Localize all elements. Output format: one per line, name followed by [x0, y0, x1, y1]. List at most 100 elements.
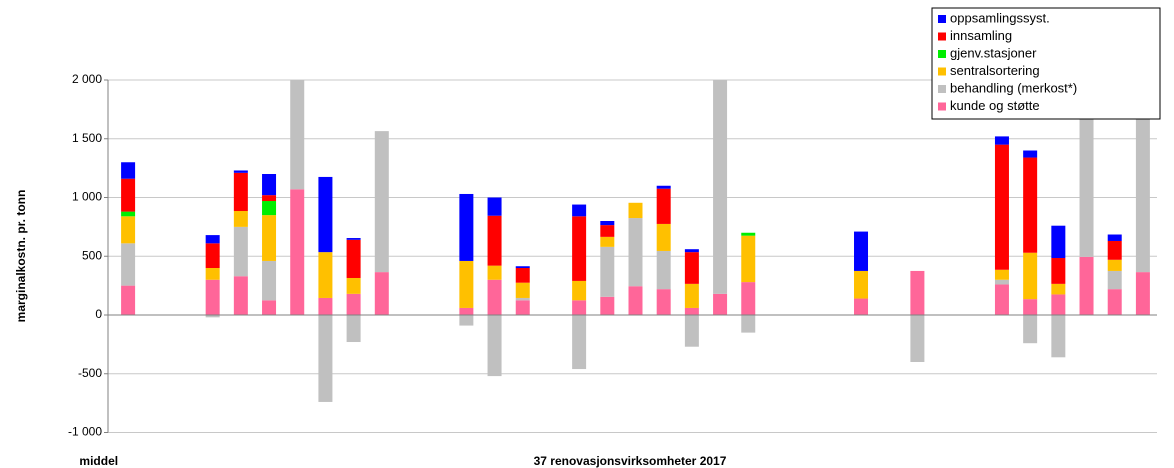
- bar-segment: [262, 260, 277, 301]
- y-tick-label: 1 500: [72, 131, 102, 145]
- bar-segment: [656, 185, 671, 189]
- bar-segment: [741, 282, 756, 315]
- bar-segment: [233, 170, 248, 173]
- legend-label: sentralsortering: [950, 63, 1040, 78]
- legend-swatch: [938, 102, 946, 111]
- bar-segment: [318, 297, 333, 315]
- bar-segment: [600, 221, 615, 226]
- bar-segment: [1107, 289, 1122, 315]
- bar-segment: [1051, 294, 1066, 315]
- bar-segment: [628, 202, 643, 219]
- bar-segment: [346, 239, 361, 278]
- bar-segment: [600, 225, 615, 237]
- bar-segment: [1051, 283, 1066, 295]
- bar-segment: [1135, 272, 1150, 315]
- bar-segment: [1023, 252, 1038, 300]
- bar-segment: [572, 280, 587, 301]
- bar-segment: [487, 265, 502, 280]
- bar-segment: [262, 174, 277, 196]
- bar-segment: [854, 270, 869, 299]
- bar-segment: [515, 266, 530, 268]
- bar-segment: [684, 283, 699, 308]
- bar-segment: [121, 243, 136, 286]
- bar-segment: [1023, 157, 1038, 253]
- bar-segment: [374, 272, 389, 315]
- bar-segment: [233, 172, 248, 212]
- y-tick-label: 2 000: [72, 72, 102, 86]
- bar-segment: [121, 211, 136, 217]
- bar-segment: [205, 279, 220, 315]
- bar-segment: [487, 215, 502, 266]
- bar-segment: [262, 201, 277, 216]
- bar-segment: [656, 188, 671, 224]
- bar-segment: [318, 176, 333, 253]
- bar-segment: [600, 246, 615, 297]
- bar-segment: [459, 307, 474, 315]
- bar-segment: [318, 252, 333, 298]
- bar-segment: [262, 215, 277, 261]
- bar-segment: [205, 243, 220, 268]
- bar-segment: [346, 238, 361, 240]
- bar-segment: [854, 298, 869, 315]
- legend-swatch: [938, 67, 946, 76]
- legend-label: oppsamlingssyst.: [950, 10, 1050, 25]
- bar-segment: [515, 300, 530, 315]
- bar-segment: [684, 252, 699, 284]
- bar-segment: [572, 300, 587, 315]
- legend-swatch: [938, 32, 946, 41]
- legend-swatch: [938, 50, 946, 58]
- bar-segment: [684, 307, 699, 315]
- legend-label: innsamling: [950, 28, 1012, 43]
- x-tick-label: middel: [79, 454, 118, 468]
- bar-segment: [1135, 107, 1150, 273]
- bar-segment: [656, 250, 671, 290]
- bar-segment: [346, 277, 361, 294]
- bar-segment: [290, 80, 305, 190]
- bar-segment: [205, 235, 220, 244]
- bar-segment: [656, 289, 671, 315]
- bar-segment: [487, 315, 502, 377]
- bar-segment: [515, 282, 530, 298]
- bar-segment: [1023, 299, 1038, 315]
- bar-segment: [600, 236, 615, 247]
- bar-segment: [1051, 315, 1066, 358]
- bar-segment: [994, 279, 1009, 285]
- bar-segment: [121, 178, 136, 212]
- bar-segment: [487, 197, 502, 216]
- bar-segment: [1023, 150, 1038, 158]
- bar-segment: [121, 285, 136, 315]
- y-tick-label: -1 000: [68, 425, 102, 439]
- bar-segment: [121, 216, 136, 244]
- bar-segment: [1107, 259, 1122, 271]
- bar-segment: [233, 226, 248, 277]
- bar-segment: [910, 270, 925, 315]
- bar-segment: [374, 131, 389, 273]
- bar-segment: [205, 315, 220, 318]
- bar-segment: [487, 279, 502, 315]
- y-tick-label: 0: [95, 307, 102, 321]
- legend-label: behandling (merkost*): [950, 80, 1077, 95]
- bar-segment: [1107, 240, 1122, 260]
- legend-swatch: [938, 15, 946, 23]
- y-axis-label: marginalkostn. pr. tonn: [14, 190, 28, 323]
- bar-segment: [262, 195, 277, 202]
- bar-segment: [262, 300, 277, 315]
- bar-segment: [515, 297, 530, 301]
- bar-segment: [121, 162, 136, 179]
- bar-segment: [1051, 225, 1066, 259]
- bar-segment: [290, 189, 305, 315]
- bar-segment: [572, 315, 587, 370]
- bar-segment: [233, 211, 248, 227]
- legend-box: [931, 7, 1161, 120]
- bar-segment: [459, 315, 474, 326]
- bar-segment: [205, 268, 220, 280]
- bar-segment: [346, 293, 361, 315]
- bar-segment: [994, 136, 1009, 145]
- bar-segment: [628, 218, 643, 287]
- y-tick-label: 1 000: [72, 190, 102, 204]
- bar-segment: [741, 232, 756, 236]
- bar-segment: [910, 315, 925, 362]
- bar-segment: [515, 268, 530, 283]
- bar-segment: [656, 223, 671, 251]
